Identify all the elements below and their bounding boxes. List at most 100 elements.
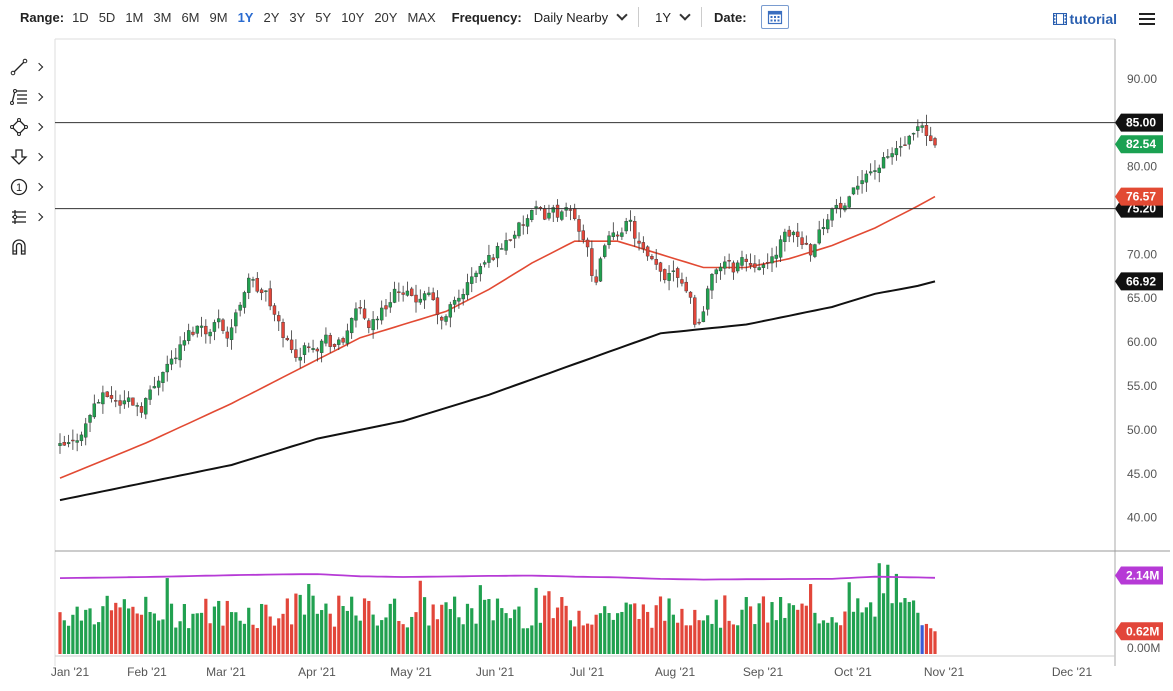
range-button-5d[interactable]: 5D — [98, 9, 116, 25]
price-chart[interactable]: 90.0085.0080.0075.0070.0065.0060.0055.00… — [0, 34, 1173, 691]
candle — [603, 243, 607, 259]
range-button-1y[interactable]: 1Y — [237, 9, 254, 25]
volume-bar — [422, 597, 427, 654]
volume-bar — [860, 612, 864, 654]
arrow-tool-button[interactable] — [10, 142, 50, 172]
candle — [435, 290, 440, 325]
range-button-max[interactable]: MAX — [407, 9, 436, 25]
date-picker-button[interactable] — [760, 5, 789, 29]
fibonacci-tool-button[interactable] — [10, 82, 50, 112]
x-tick-label: Feb '21 — [127, 665, 167, 679]
tutorial-link[interactable]: tutorial — [1052, 11, 1117, 27]
volume-bar — [654, 605, 658, 654]
candle — [581, 224, 585, 244]
range-button-9m[interactable]: 9M — [209, 9, 228, 25]
range-button-20y[interactable]: 20Y — [374, 9, 398, 25]
candle-body — [714, 269, 718, 275]
volume-bar — [508, 618, 512, 654]
volume-bar — [332, 626, 337, 654]
candle — [388, 292, 392, 313]
volume-bar — [457, 617, 461, 654]
frequency-dropdown[interactable]: Daily Nearby — [534, 9, 628, 25]
volume-bar — [929, 628, 933, 654]
x-tick-label: Oct '21 — [834, 665, 872, 679]
line-tool-button[interactable] — [10, 52, 50, 82]
volume-bar — [127, 608, 131, 654]
candle — [800, 231, 804, 250]
candle-body — [397, 291, 401, 293]
range-button-10y[interactable]: 10Y — [341, 9, 365, 25]
volume-bar — [135, 613, 139, 654]
volume-bar — [551, 618, 555, 654]
candle — [392, 281, 397, 304]
volume-bar — [122, 599, 126, 654]
volume-bar — [774, 620, 778, 654]
candle — [251, 276, 255, 288]
counter-tool-button[interactable]: 1 — [10, 172, 50, 202]
magnet-tool-button[interactable] — [10, 232, 50, 262]
candle — [195, 325, 199, 338]
candle-body — [783, 231, 787, 242]
volume-bar — [208, 623, 212, 654]
candle-body — [208, 331, 212, 337]
volume-bar — [169, 603, 174, 654]
candle — [873, 160, 877, 180]
candle-body — [277, 315, 281, 322]
volume-bar — [427, 625, 431, 654]
candle-body — [624, 221, 628, 232]
candle — [255, 272, 260, 294]
candle — [62, 435, 66, 446]
volume-bar — [504, 613, 508, 654]
candle-body — [542, 208, 547, 220]
x-tick-label: Jun '21 — [476, 665, 515, 679]
candle — [744, 254, 748, 272]
candle-body — [615, 234, 620, 237]
candle — [452, 296, 457, 313]
volume-bar — [375, 625, 380, 654]
volume-bar — [727, 620, 731, 654]
volume-bar — [401, 624, 405, 654]
volume-bar — [538, 622, 542, 654]
candle-body — [482, 262, 487, 265]
candle — [161, 371, 165, 392]
volume-bar — [242, 623, 247, 654]
frequency-selector: Frequency: Daily Nearby — [452, 9, 628, 25]
horizontal-lines[interactable] — [55, 122, 1115, 210]
candle-body — [903, 144, 907, 146]
candle — [727, 253, 731, 269]
candle — [757, 259, 761, 271]
range-button-2y[interactable]: 2Y — [263, 9, 280, 25]
hamburger-menu-icon[interactable] — [1139, 10, 1155, 28]
candle — [508, 239, 513, 242]
candle — [96, 399, 101, 404]
period-dropdown[interactable]: 1Y — [655, 9, 691, 25]
volume-bar — [839, 625, 843, 654]
range-button-3y[interactable]: 3Y — [289, 9, 306, 25]
candle — [933, 136, 937, 148]
candle-body — [864, 173, 869, 183]
candle-body — [933, 138, 937, 146]
volume-bar — [603, 606, 607, 654]
candle-body — [358, 307, 362, 309]
range-button-6m[interactable]: 6M — [181, 9, 200, 25]
volume-bar — [324, 603, 328, 654]
range-button-1d[interactable]: 1D — [72, 9, 89, 25]
candle — [152, 376, 157, 389]
volume-bar — [594, 614, 598, 654]
volume-bar — [75, 606, 79, 654]
range-button-5y[interactable]: 5Y — [315, 9, 332, 25]
candle-body — [645, 246, 650, 257]
candle — [122, 390, 127, 409]
range-button-1m[interactable]: 1M — [125, 9, 144, 25]
price-tag: 66.92 — [1115, 272, 1163, 291]
candle-body — [418, 298, 422, 303]
candle — [281, 318, 285, 348]
price-tick-label: 90.00 — [1127, 72, 1157, 86]
candle-body — [251, 279, 255, 281]
candle-body — [744, 258, 748, 262]
candle-body — [221, 319, 225, 331]
volume-bar — [800, 603, 804, 654]
measure-tool-button[interactable] — [10, 202, 50, 232]
shape-tool-button[interactable] — [10, 112, 50, 142]
range-button-3m[interactable]: 3M — [153, 9, 172, 25]
